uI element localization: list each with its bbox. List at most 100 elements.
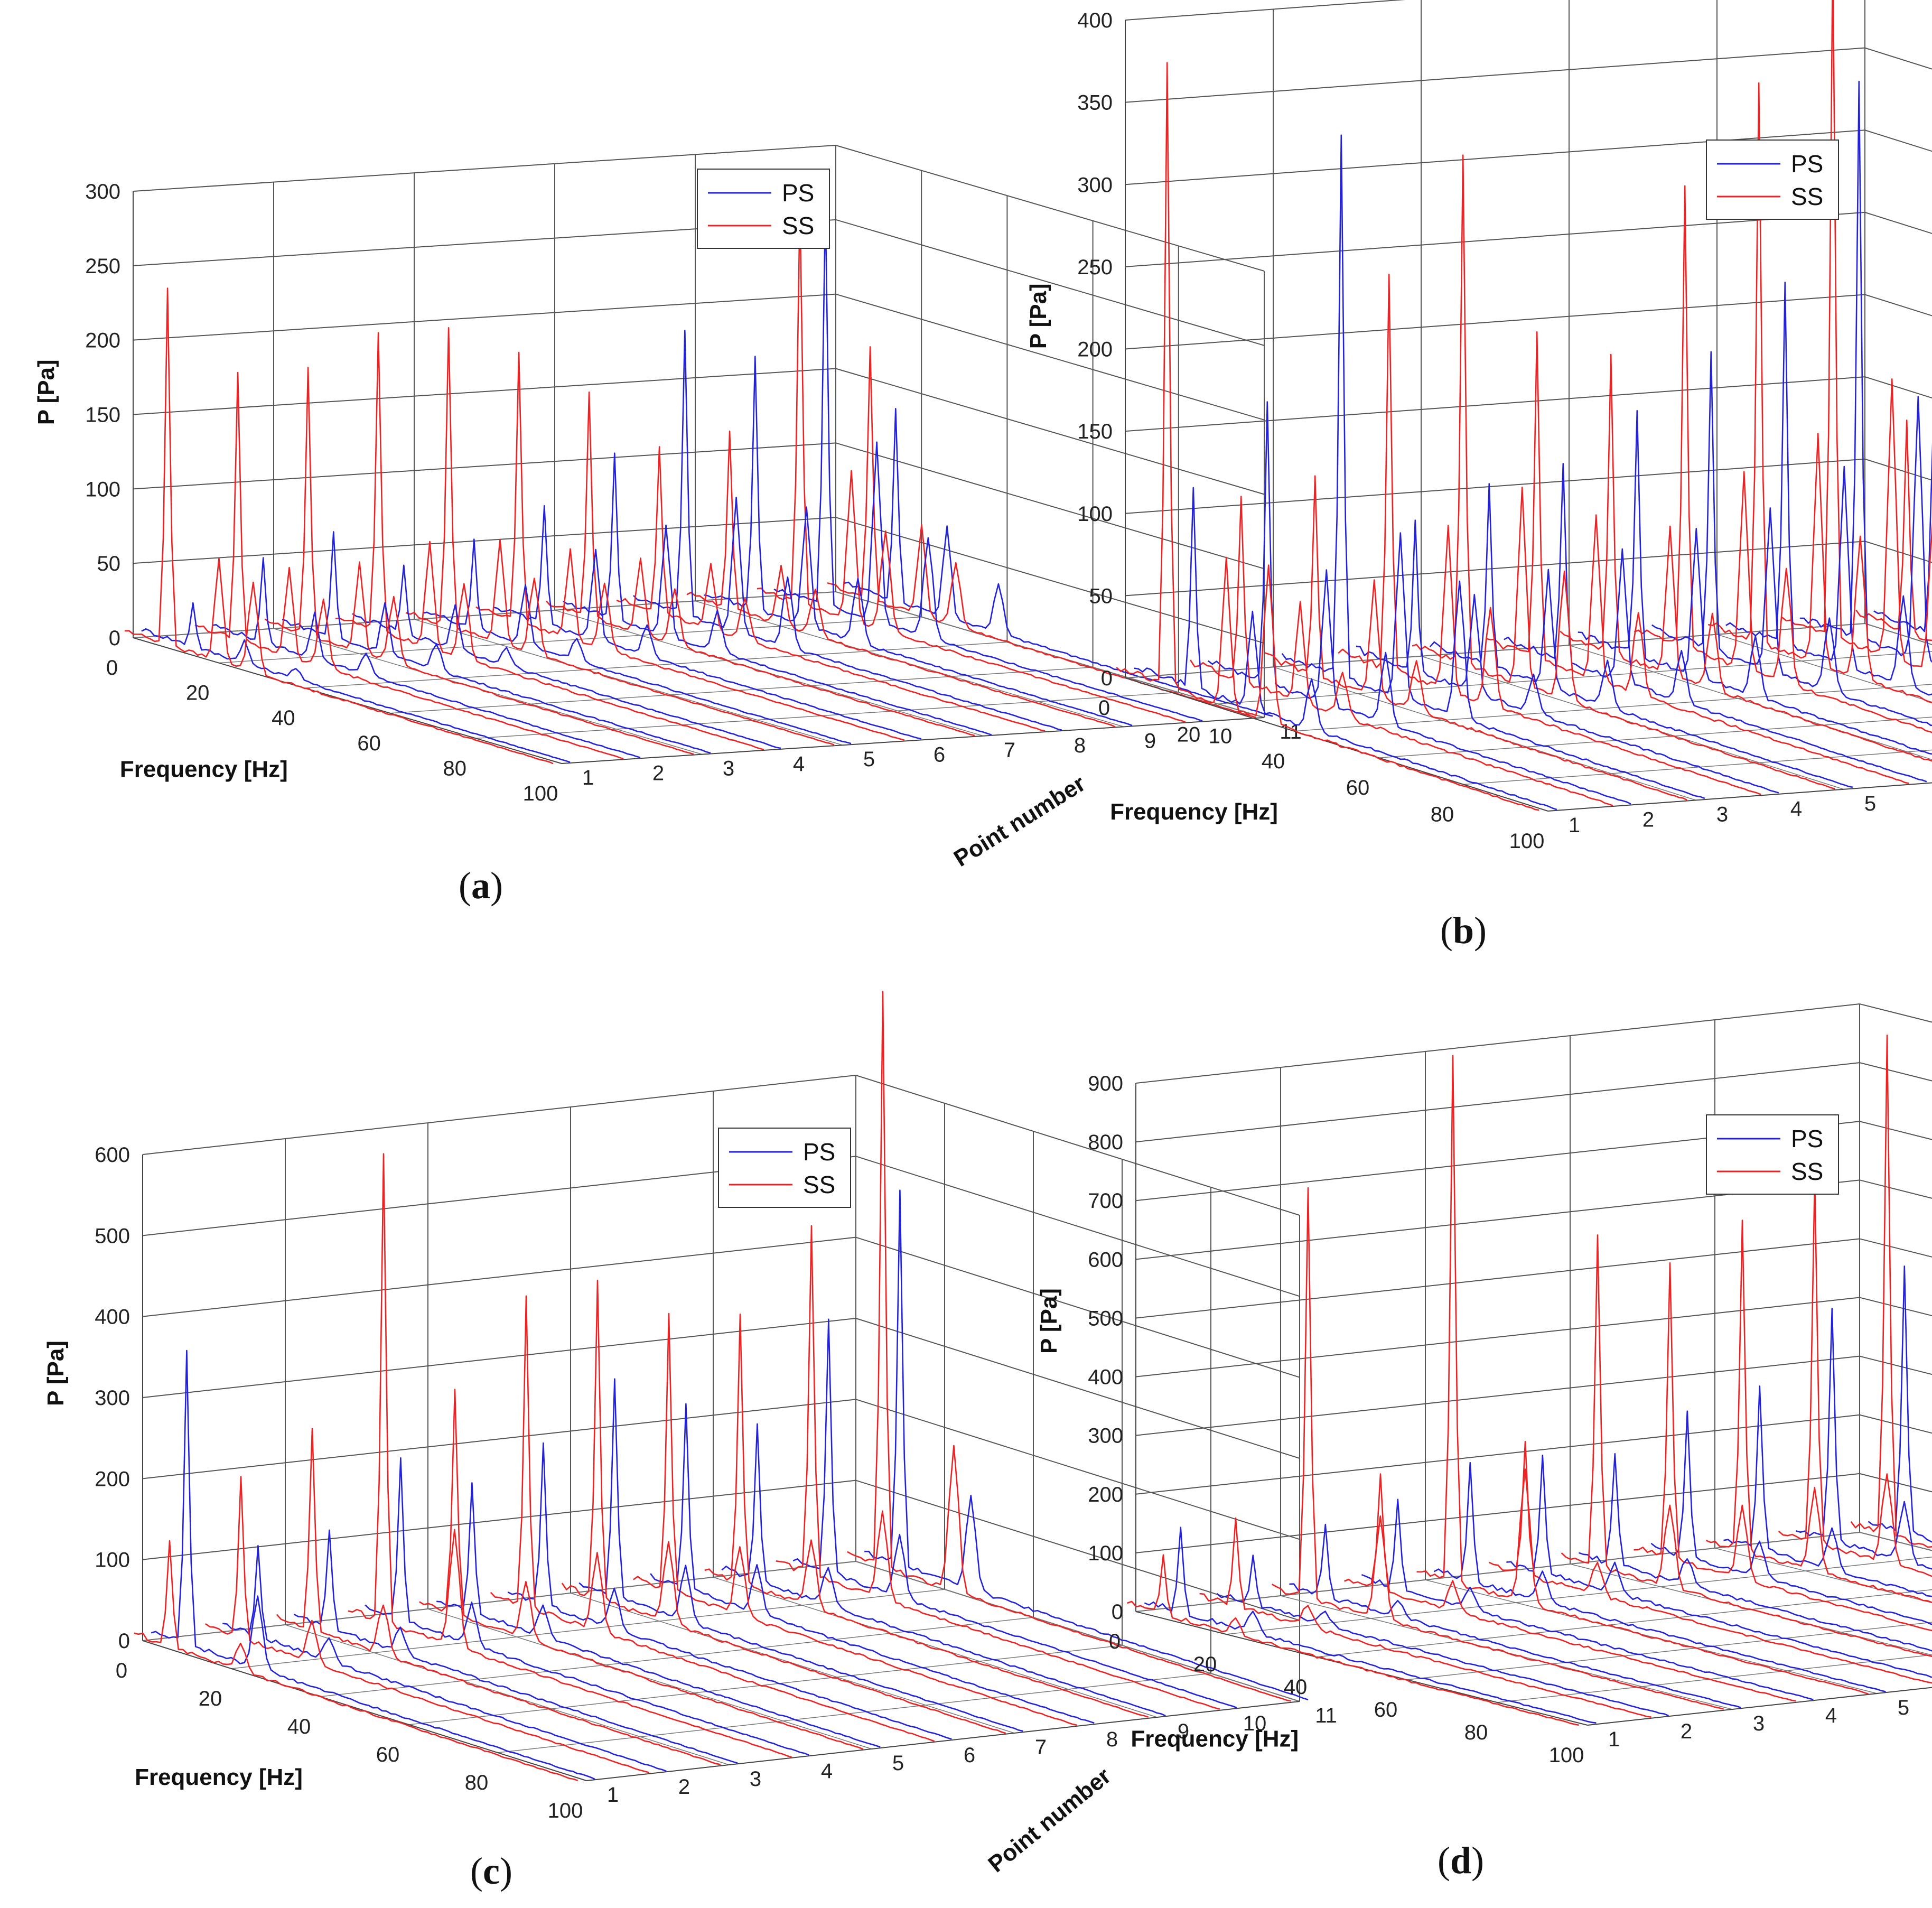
series-line-ps-point-8 xyxy=(1650,1410,1932,1625)
y-tick-label: 2 xyxy=(678,1775,690,1799)
series-line-ps-point-1 xyxy=(141,602,571,763)
z-tick-label: 700 xyxy=(1088,1189,1123,1213)
grid-line xyxy=(1421,656,1844,790)
grid-line xyxy=(695,600,1124,728)
grid-line xyxy=(1125,541,1865,597)
y-tick-label: 3 xyxy=(1716,803,1728,826)
x-tick-label: 40 xyxy=(1262,750,1285,773)
series-line-ps-point-2 xyxy=(222,1545,667,1772)
grid-line xyxy=(427,1608,872,1749)
x-tick-label: 20 xyxy=(1193,1653,1217,1676)
z-tick-label: 150 xyxy=(1077,420,1113,443)
series-line-ss-point-6 xyxy=(475,351,905,741)
series-line-ss-point-11 xyxy=(1850,1035,1932,1548)
y-tick-label: 4 xyxy=(793,752,805,776)
series-line-ss-point-8 xyxy=(1634,185,1932,733)
panel-caption: (a) xyxy=(459,864,503,907)
z-tick-label: 250 xyxy=(85,255,120,278)
grid-line xyxy=(835,219,1265,346)
grid-line xyxy=(133,368,836,415)
grid-line xyxy=(133,517,836,564)
z-tick-label: 200 xyxy=(1088,1483,1123,1506)
series-line-ps-point-10 xyxy=(792,1318,1237,1709)
z-tick-label: 400 xyxy=(1088,1366,1123,1389)
grid-line xyxy=(1865,0,1932,99)
z-tick-label: 200 xyxy=(85,329,120,352)
series-line-ps-point-2 xyxy=(1216,1555,1669,1717)
series-line-ss-point-5 xyxy=(1416,1055,1869,1695)
x-axis-label: Frequency [Hz] xyxy=(1110,799,1278,825)
grid-line xyxy=(1209,651,1932,705)
y-tick-label: 1 xyxy=(1569,814,1580,837)
series-line-ss-point-1 xyxy=(124,287,554,765)
z-tick-label: 300 xyxy=(95,1386,130,1410)
spectrum-lines xyxy=(134,991,1309,1782)
grid-line xyxy=(133,591,836,638)
y-tick-label: 1 xyxy=(1608,1728,1620,1751)
series-line-ps-point-5 xyxy=(422,538,852,744)
z-tick-label: 100 xyxy=(1077,502,1113,526)
grid-line xyxy=(1864,129,1932,152)
series-line-ps-point-8 xyxy=(1651,351,1932,727)
grid-line xyxy=(1135,1414,1860,1495)
grid-line xyxy=(561,717,1265,764)
grid-line xyxy=(1587,1687,1932,1726)
y-tick-label: 10 xyxy=(1209,725,1233,748)
y-tick-label: 3 xyxy=(750,1767,761,1791)
series-line-ss-point-11 xyxy=(827,346,1256,719)
spectrum-lines xyxy=(124,202,1273,765)
legend: PS SS xyxy=(1706,1114,1839,1195)
grid-line xyxy=(1135,1532,1860,1612)
grid-line xyxy=(142,1399,856,1479)
z-tick-label: 400 xyxy=(95,1306,130,1329)
z-tick-label: 0 xyxy=(118,1630,130,1653)
x-tick-label: 0 xyxy=(106,656,118,680)
y-axis-label: Point number xyxy=(949,770,1090,872)
z-tick-label: 100 xyxy=(95,1549,130,1572)
series-line-ss-point-1 xyxy=(134,1540,578,1782)
z-tick-label: 50 xyxy=(1089,584,1113,608)
grid-line xyxy=(855,1318,1300,1459)
z-tick-label: 900 xyxy=(1088,1072,1123,1095)
x-axis-label: Frequency [Hz] xyxy=(135,1764,303,1790)
series-line-ss-point-4 xyxy=(1344,1473,1796,1702)
grid-line xyxy=(855,1156,1300,1297)
grid-line xyxy=(1125,211,1865,267)
grid-line xyxy=(835,145,1265,272)
legend-box xyxy=(697,169,830,249)
x-tick-label: 80 xyxy=(1431,803,1454,826)
series-line-ss-point-1 xyxy=(1116,62,1539,811)
series-line-ps-point-7 xyxy=(1578,410,1932,755)
series-line-ss-point-6 xyxy=(1489,1441,1932,1684)
grid-line xyxy=(1569,645,1932,760)
y-tick-label: 2 xyxy=(652,761,664,785)
grid-line xyxy=(1864,294,1932,317)
z-tick-label: 600 xyxy=(95,1143,130,1167)
z-axis-label: P [Pa] xyxy=(33,359,59,425)
grid-line xyxy=(835,293,1265,421)
grid-line xyxy=(1294,684,1932,732)
series-line-ps-point-6 xyxy=(1504,463,1927,783)
series-line-ss-point-8 xyxy=(1634,1262,1932,1632)
series-line-ss-point-11 xyxy=(847,991,1292,1702)
grid-line xyxy=(1125,677,1548,812)
grid-line xyxy=(1859,1238,1932,1258)
grid-line xyxy=(1714,1548,1932,1604)
series-line-ps-point-3 xyxy=(282,531,711,754)
panel-caption: (c) xyxy=(470,1850,512,1892)
z-tick-label: 300 xyxy=(85,180,120,203)
grid-line xyxy=(1125,376,1865,432)
legend-label-ss: SS xyxy=(1791,1158,1823,1185)
z-tick-label: 500 xyxy=(1088,1307,1123,1330)
series-line-ss-point-7 xyxy=(546,391,975,737)
z-tick-label: 400 xyxy=(1077,9,1113,32)
y-tick-label: 6 xyxy=(934,743,945,767)
y-tick-label: 7 xyxy=(1035,1736,1047,1759)
series-line-ps-point-8 xyxy=(633,330,1062,731)
grid-line xyxy=(219,616,922,664)
series-line-ps-point-9 xyxy=(703,356,1133,727)
grid-line xyxy=(320,1617,1034,1697)
x-tick-label: 80 xyxy=(465,1771,489,1794)
series-line-ps-point-8 xyxy=(650,1403,1095,1724)
z-tick-label: 0 xyxy=(1112,1600,1123,1624)
